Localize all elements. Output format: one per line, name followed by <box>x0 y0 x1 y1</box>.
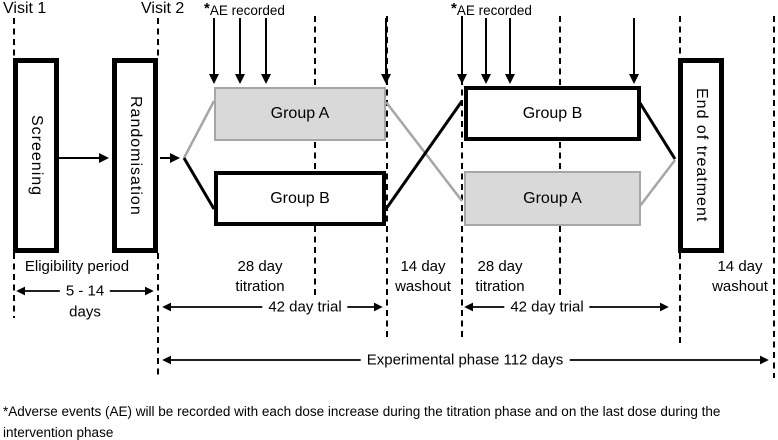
ae-asterisk-2: * <box>451 0 457 17</box>
screening-box: Screening <box>13 58 59 253</box>
experimental-phase-label: Experimental phase 112 days <box>360 351 570 369</box>
footnote-line-2: intervention phase <box>3 425 114 440</box>
footnote-line-1: *Adverse events (AE) will be recorded wi… <box>3 404 721 419</box>
ae-text-2: AE recorded <box>456 3 532 18</box>
ae-recorded-arrows-set2 <box>457 18 639 84</box>
end-of-treatment-box-label: End of treatment <box>693 88 710 223</box>
eligibility-range-label: 5 - 14 <box>59 282 111 300</box>
duration-arrows <box>16 286 769 365</box>
split-to-group-b-connector <box>182 157 216 210</box>
randomisation-box-label: Randomisation <box>127 95 144 216</box>
visit-2-label: Visit 2 <box>141 0 185 17</box>
washout-period2-line2: washout <box>712 278 768 295</box>
group-b-period2-label: Group B <box>522 104 583 122</box>
titration-period1-label: 28 day titration <box>235 257 284 297</box>
washout-period1-label: 14 day washout <box>395 257 451 297</box>
titration-period2-line2: titration <box>475 278 525 295</box>
washout-period2-label: 14 day washout <box>712 257 768 297</box>
titration-period1-line2: titration <box>235 278 285 295</box>
end-of-treatment-box: End of treatment <box>678 58 724 253</box>
group-b-period1-label: Group B <box>270 189 330 207</box>
trial-period1-label: 42 day trial <box>262 298 348 316</box>
washout-period2-line1: 14 day <box>717 258 763 275</box>
eligibility-days-label: days <box>69 303 101 321</box>
titration-period2-line1: 28 day <box>477 258 523 275</box>
ae-text-1: AE recorded <box>209 3 285 18</box>
group-a-period2-label: Group A <box>523 189 582 207</box>
dashed-guide-lines <box>13 16 775 378</box>
group-a-to-end-connector <box>639 159 676 207</box>
ae-recorded-arrows-set1 <box>209 18 391 84</box>
group-b-crossover-connector <box>384 100 464 210</box>
trial-period2-label: 42 day trial <box>504 298 590 316</box>
washout-period1-line2: washout <box>395 278 451 295</box>
group-a-period1-label: Group A <box>270 105 330 122</box>
washout-period1-line1: 14 day <box>400 258 446 275</box>
visit-1-label: Visit 1 <box>3 0 47 17</box>
split-to-group-a-connector <box>182 100 216 159</box>
titration-period2-label: 28 day titration <box>475 257 524 297</box>
group-a-crossover-connector <box>385 101 463 202</box>
ae-recorded-label-2: *AE recorded <box>451 0 532 18</box>
group-b-to-end-connector <box>638 102 677 160</box>
allocation-connectors <box>182 100 677 210</box>
randomisation-box: Randomisation <box>112 58 158 253</box>
titration-period1-line1: 28 day <box>237 258 283 275</box>
group-a-period1-box: Group A <box>214 87 386 141</box>
group-a-period2-box: Group A <box>464 171 641 226</box>
group-b-period1-box: Group B <box>214 171 386 226</box>
screening-box-label: Screening <box>28 114 45 197</box>
ae-asterisk-1: * <box>204 0 210 17</box>
ae-recorded-label-1: *AE recorded <box>204 0 285 18</box>
eligibility-period-label: Eligibility period <box>24 258 130 275</box>
group-b-period2-box: Group B <box>464 86 641 141</box>
footnote: *Adverse events (AE) will be recorded wi… <box>3 401 775 440</box>
